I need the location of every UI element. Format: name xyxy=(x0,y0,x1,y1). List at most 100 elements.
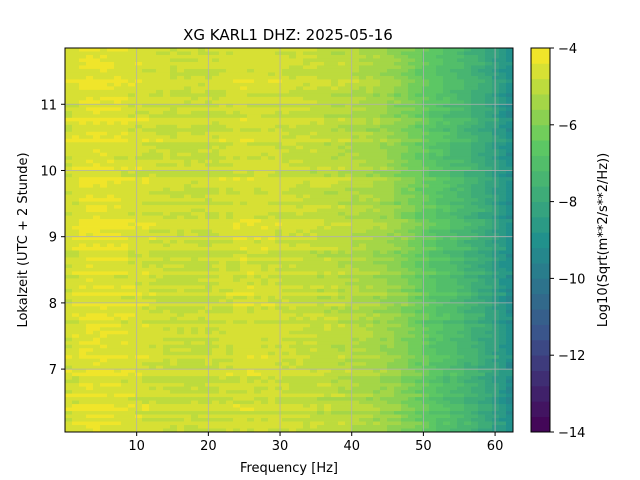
heatmap-cell xyxy=(492,173,500,178)
heatmap-cell xyxy=(303,117,311,122)
heatmap-cell xyxy=(240,72,248,77)
heatmap-cell xyxy=(233,205,241,209)
heatmap-cell xyxy=(338,264,346,269)
heatmap-cell xyxy=(380,100,388,105)
heatmap-cell xyxy=(191,260,199,265)
heatmap-cell xyxy=(261,110,269,115)
heatmap-cell xyxy=(282,135,290,140)
heatmap-cell xyxy=(135,79,143,84)
heatmap-cell xyxy=(65,156,73,161)
heatmap-cell xyxy=(338,295,346,300)
heatmap-cell xyxy=(233,257,241,262)
heatmap-cell xyxy=(135,159,143,164)
heatmap-cell xyxy=(282,114,290,119)
heatmap-cell xyxy=(149,240,157,244)
heatmap-cell xyxy=(373,93,381,98)
heatmap-cell xyxy=(100,313,108,318)
heatmap-cell xyxy=(247,79,255,84)
heatmap-cell xyxy=(401,65,409,70)
heatmap-cell xyxy=(380,135,388,140)
heatmap-cell xyxy=(506,267,514,272)
heatmap-cell xyxy=(72,198,80,202)
heatmap-cell xyxy=(247,54,255,59)
heatmap-cell xyxy=(345,222,353,227)
heatmap-cell xyxy=(240,149,248,154)
heatmap-cell xyxy=(93,72,101,77)
heatmap-cell xyxy=(254,100,262,105)
heatmap-cell xyxy=(240,212,248,216)
heatmap-cell xyxy=(359,61,367,66)
heatmap-cell xyxy=(415,260,423,265)
heatmap-cell xyxy=(114,48,122,52)
heatmap-cell xyxy=(128,267,136,272)
heatmap-cell xyxy=(338,166,346,171)
heatmap-cell xyxy=(387,226,395,230)
heatmap-cell xyxy=(289,166,297,171)
heatmap-cell xyxy=(93,191,101,196)
heatmap-cell xyxy=(408,149,416,154)
heatmap-cell xyxy=(324,205,332,209)
heatmap-cell xyxy=(506,302,514,307)
heatmap-cell xyxy=(506,201,514,206)
heatmap-cell xyxy=(247,313,255,318)
heatmap-cell xyxy=(135,208,143,213)
heatmap-cell xyxy=(268,163,276,168)
heatmap-cell xyxy=(233,145,241,150)
heatmap-cell xyxy=(359,215,367,220)
heatmap-cell xyxy=(380,309,388,314)
heatmap-cell xyxy=(408,274,416,279)
heatmap-cell xyxy=(247,86,255,91)
heatmap-cell xyxy=(485,250,493,255)
heatmap-cell xyxy=(443,51,451,56)
heatmap-cell xyxy=(429,128,437,133)
heatmap-cell xyxy=(177,173,185,178)
heatmap-cell xyxy=(261,114,269,119)
heatmap-cell xyxy=(338,288,346,293)
heatmap-cell xyxy=(352,240,360,244)
heatmap-cell xyxy=(142,114,150,119)
heatmap-cell xyxy=(114,163,122,168)
heatmap-cell xyxy=(443,54,451,59)
heatmap-cell xyxy=(310,114,318,119)
heatmap-cell xyxy=(359,240,367,244)
heatmap-cell xyxy=(156,306,164,311)
heatmap-cell xyxy=(79,281,87,286)
heatmap-cell xyxy=(114,222,122,227)
heatmap-cell xyxy=(114,299,122,304)
heatmap-cell xyxy=(135,194,143,199)
heatmap-cell xyxy=(499,281,507,286)
heatmap-cell xyxy=(121,51,129,56)
heatmap-cell xyxy=(289,142,297,147)
heatmap-cell xyxy=(107,281,115,286)
heatmap-cell xyxy=(310,292,318,297)
heatmap-cell xyxy=(289,271,297,276)
heatmap-cell xyxy=(254,219,262,223)
heatmap-cell xyxy=(436,54,444,59)
heatmap-cell xyxy=(177,187,185,192)
heatmap-cell xyxy=(233,173,241,178)
heatmap-cell xyxy=(268,173,276,178)
heatmap-cell xyxy=(79,124,87,129)
heatmap-cell xyxy=(72,243,80,248)
heatmap-cell xyxy=(457,149,465,154)
heatmap-cell xyxy=(79,295,87,300)
heatmap-cell xyxy=(380,229,388,234)
heatmap-cell xyxy=(219,281,227,286)
heatmap-cell xyxy=(450,142,458,147)
heatmap-cell xyxy=(282,100,290,105)
heatmap-cell xyxy=(93,180,101,185)
heatmap-cell xyxy=(184,243,192,248)
heatmap-cell xyxy=(331,110,339,115)
heatmap-cell xyxy=(380,180,388,185)
heatmap-cell xyxy=(79,107,87,112)
heatmap-cell xyxy=(331,292,339,297)
heatmap-cell xyxy=(93,198,101,202)
heatmap-cell xyxy=(219,295,227,300)
heatmap-cell xyxy=(219,159,227,164)
heatmap-cell xyxy=(415,246,423,251)
heatmap-cell xyxy=(457,170,465,175)
heatmap-cell xyxy=(506,198,514,202)
heatmap-cell xyxy=(296,107,304,112)
heatmap-cell xyxy=(268,271,276,276)
heatmap-cell xyxy=(198,278,206,283)
